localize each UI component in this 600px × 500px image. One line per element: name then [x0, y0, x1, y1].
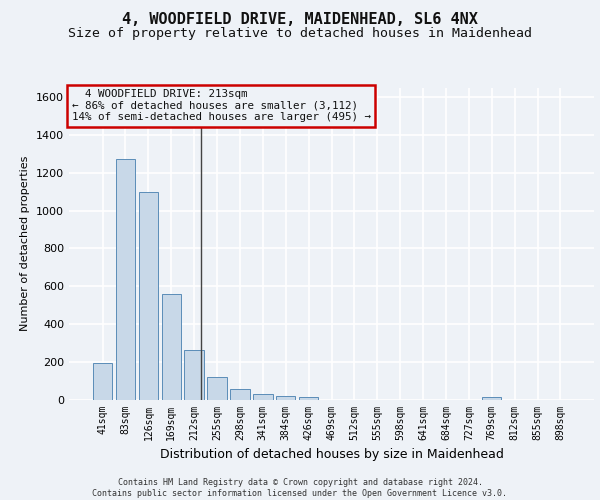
Text: Size of property relative to detached houses in Maidenhead: Size of property relative to detached ho…	[68, 28, 532, 40]
Bar	[230, 389, 250, 400]
X-axis label: Distribution of detached houses by size in Maidenhead: Distribution of detached houses by size …	[160, 448, 503, 462]
Bar	[482, 396, 502, 400]
Text: 4, WOODFIELD DRIVE, MAIDENHEAD, SL6 4NX: 4, WOODFIELD DRIVE, MAIDENHEAD, SL6 4NX	[122, 12, 478, 28]
Bar	[276, 396, 295, 400]
Bar	[116, 160, 135, 400]
Bar	[299, 397, 319, 400]
Bar	[161, 294, 181, 400]
Y-axis label: Number of detached properties: Number of detached properties	[20, 156, 31, 332]
Bar	[139, 192, 158, 400]
Text: 4 WOODFIELD DRIVE: 213sqm  
← 86% of detached houses are smaller (3,112)
14% of : 4 WOODFIELD DRIVE: 213sqm ← 86% of detac…	[71, 89, 371, 122]
Bar	[253, 394, 272, 400]
Bar	[208, 378, 227, 400]
Bar	[93, 363, 112, 400]
Text: Contains HM Land Registry data © Crown copyright and database right 2024.
Contai: Contains HM Land Registry data © Crown c…	[92, 478, 508, 498]
Bar	[184, 350, 204, 400]
